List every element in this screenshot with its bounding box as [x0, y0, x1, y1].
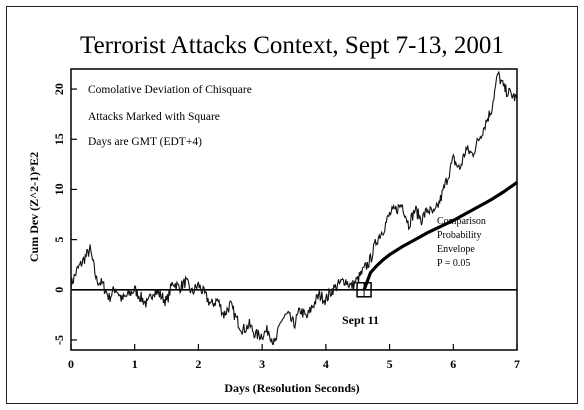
chart-title: Terrorist Attacks Context, Sept 7-13, 20… [80, 32, 504, 59]
annotation-days-gmt: Days are GMT (EDT+4) [88, 136, 202, 148]
marker-label-sept-11: Sept 11 [342, 313, 379, 327]
annotation-attacks-marked: Attacks Marked with Square [88, 111, 220, 123]
envelope-label-line-3: Envelope [437, 244, 475, 255]
chart-svg: Terrorist Attacks Context, Sept 7-13, 20… [27, 32, 520, 395]
series-cumdev-line [70, 71, 518, 346]
x-tick-label: 4 [323, 357, 329, 371]
series-envelope-line [362, 181, 518, 291]
y-tick-label: -5 [52, 335, 66, 345]
plot-area: 0 1 2 3 4 5 6 7 -5 0 5 10 15 20 [52, 68, 520, 371]
envelope-label-line-2: Probability [437, 230, 481, 241]
y-tick-label: 20 [52, 83, 66, 95]
x-tick-label: 1 [132, 357, 138, 371]
envelope-label-line-4: P = 0.05 [437, 258, 470, 269]
y-tick-label: 0 [52, 287, 66, 293]
x-tick-label: 5 [387, 357, 393, 371]
chart-frame: Terrorist Attacks Context, Sept 7-13, 20… [6, 6, 578, 404]
plot-border [70, 68, 518, 351]
y-axis-label: Cum Dev (Z^2-1)*E2 [27, 152, 41, 262]
y-tick-label: 15 [52, 133, 66, 145]
y-tick-label: 5 [52, 237, 66, 243]
x-axis-label: Days (Resolution Seconds) [224, 381, 359, 395]
x-tick-label: 0 [68, 357, 74, 371]
y-tick-label: 10 [52, 183, 66, 195]
x-tick-label: 2 [195, 357, 201, 371]
x-tick-label: 7 [514, 357, 520, 371]
x-tick-label: 3 [259, 357, 265, 371]
x-tick-label: 6 [450, 357, 456, 371]
envelope-label-line-1: Comparison [437, 216, 486, 227]
annotation-cumulative: Comolative Deviation of Chisquare [88, 84, 252, 96]
